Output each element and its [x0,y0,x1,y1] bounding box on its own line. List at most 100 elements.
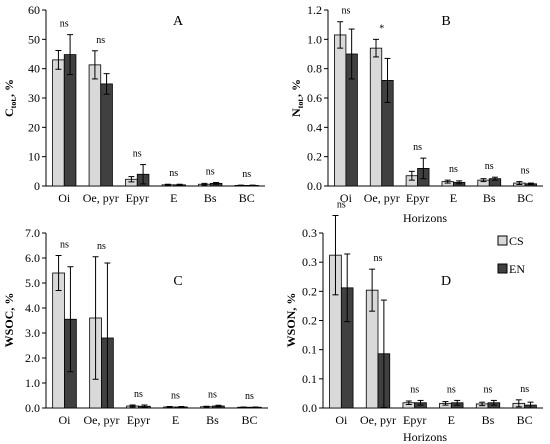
y-tick-label: 30 [28,91,40,105]
x-tick-label: BC [239,191,255,205]
y-tick-label: 4.0 [25,301,40,315]
significance-label: ns [410,384,419,395]
bar-cs-oi [52,272,65,409]
panel-d: 0.0 0.1 0.1 0.2 0.2 0.3 0.3 WSON, % D Horizons ns O… [284,200,543,444]
y-tick-label: 1.0 [25,376,40,390]
y-tick-label: 2.0 [25,351,40,365]
panel-letter: A [173,14,184,29]
x-tick-label: Oi [335,413,348,427]
significance-label: ns [485,161,494,172]
y-axis-label-main: WSOC [2,311,16,348]
y-tick-label: 0.3 [302,255,317,269]
x-tick-label: Bs [482,413,495,427]
y-tick-label: 0.4 [307,120,322,134]
significance-label: ns [134,389,143,400]
y-tick-label: 6.0 [25,251,40,265]
significance-label: * [379,23,384,34]
x-tick-label: BC [241,413,257,427]
x-tick-label: Oe, pyr [364,191,400,205]
y-axis-label: WSON, % [284,293,298,348]
y-axis-label-subscript: tot. [9,97,18,108]
significance-label: ns [447,384,456,395]
y-tick-label: 1.0 [307,32,322,46]
y-tick-label: 0.2 [302,314,317,328]
significance-label: ns [97,241,106,252]
y-tick-label: 20 [28,120,40,134]
y-tick-label: 3.0 [25,326,40,340]
y-axis-label: Ntot., % [289,79,305,117]
y-tick-label: 5.0 [25,276,40,290]
significance-label: ns [449,164,458,175]
y-tick-label: 0.0 [25,401,40,415]
panel-letter: B [441,14,450,29]
x-tick-label: E [172,413,179,427]
x-tick-label: Epyr [126,191,149,205]
legend-swatch-cs [497,235,508,246]
y-axis-label-unit: , % [2,293,16,311]
y-tick-label: 0.2 [302,284,317,298]
x-tick-label: Oi [340,191,353,205]
legend-swatch-en [497,263,508,274]
significance-label: ns [208,389,217,400]
significance-label: ns [374,253,383,264]
legend-label-en: EN [509,262,525,276]
y-tick-label: 60 [28,3,40,17]
significance-label: ns [96,35,105,46]
y-axis-label: Ctot., % [2,79,18,117]
bar-cs-oe-pyr [369,47,383,187]
y-tick-label: 0.0 [307,179,322,193]
y-tick-label: 0.1 [302,372,317,386]
y-tick-label: 0.0 [302,401,317,415]
y-tick-label: 40 [28,62,40,76]
significance-label: ns [169,168,178,179]
y-tick-label: 0.8 [307,62,322,76]
y-tick-label: 0 [34,179,40,193]
y-tick-label: 50 [28,32,40,46]
bar-cs-oe-pyr [88,64,102,187]
panel-a: 0 10 20 30 40 50 60 Ctot., % Ans Oi ns Oe, pyr ns Epy… [2,3,265,205]
x-tick-label: Oe, pyr [360,413,396,427]
y-tick-label: 0.1 [302,343,317,357]
x-tick-label: Bs [204,191,217,205]
x-tick-label: Bs [483,191,496,205]
y-tick-label: 7.0 [25,226,40,240]
x-axis-label: Horizons [403,430,447,444]
significance-label: ns [484,384,493,395]
x-tick-label: Epyr [127,413,150,427]
significance-label: ns [341,6,350,17]
significance-label: ns [206,166,215,177]
y-axis-label: WSOC, % [2,293,16,348]
x-tick-label: Epyr [403,413,426,427]
significance-label: ns [520,384,529,395]
significance-label: ns [245,391,254,402]
y-tick-label: 10 [28,150,40,164]
x-axis-label: Horizons [403,211,447,225]
x-tick-label: Epyr [406,191,429,205]
significance-label: ns [133,149,142,160]
x-tick-label: Bs [206,413,219,427]
legend-label-cs: CS [509,234,524,248]
x-tick-label: Oe, pyr [83,191,119,205]
panel-letter: C [173,274,182,289]
y-axis-label-unit: , % [284,293,298,311]
y-axis-label-main: N [289,108,303,117]
legend: CS EN [497,234,525,276]
significance-label: ns [60,240,69,251]
significance-label: ns [60,19,69,30]
significance-label: ns [413,142,422,153]
x-tick-label: E [448,413,455,427]
y-tick-label: 0.2 [307,150,322,164]
x-tick-label: Oe, pyr [84,413,120,427]
x-tick-label: Oi [59,413,72,427]
significance-label: ns [521,166,530,177]
x-tick-label: Oi [58,191,71,205]
x-tick-label: BC [517,413,533,427]
y-tick-label: 1.2 [307,3,322,17]
y-tick-label: 0.6 [307,91,322,105]
y-axis-label-unit: , % [2,79,16,97]
y-axis-label-main: WSON [284,310,298,347]
bar-en-oe-pyr [100,83,113,187]
x-tick-label: E [450,191,457,205]
y-axis-label-subscript: tot. [296,97,305,108]
